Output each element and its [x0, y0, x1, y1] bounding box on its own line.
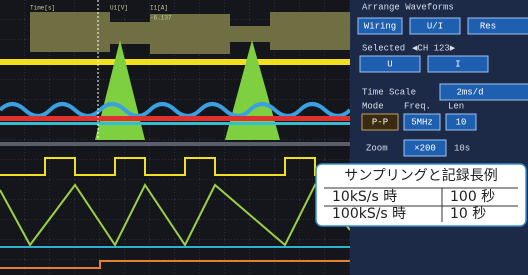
time-scale-button[interactable]	[440, 84, 528, 100]
table-cell: 10 秒	[450, 206, 486, 222]
table-cell: 100 秒	[450, 189, 495, 205]
panel-title: Arrange Waveforms	[362, 2, 454, 12]
red-trace	[0, 116, 350, 121]
selected-label: Selected	[362, 43, 405, 53]
button-label: 5MHz	[411, 117, 433, 127]
button-label: 2ms/d	[456, 87, 483, 97]
table-title: サンプリングと記録長例	[344, 167, 498, 184]
table-cell: 100kS/s 時	[332, 206, 406, 222]
button-label: I	[455, 59, 460, 69]
button-label: U/I	[427, 21, 443, 31]
button-label: U	[387, 59, 392, 69]
button-label: P-P	[372, 117, 388, 127]
button-label: Wiring	[364, 21, 396, 31]
button-label: ×200	[414, 143, 436, 153]
zoom-label: Zoom	[366, 143, 388, 153]
button-label: Res	[480, 21, 496, 31]
readout-header: U1[V]	[110, 5, 128, 12]
button-label: 10	[456, 117, 467, 127]
len-label: Len	[448, 101, 464, 111]
readout-header: Time[s]	[30, 5, 55, 12]
selected-channel[interactable]: ◀CH 123▶	[412, 43, 456, 53]
mode-label: Mode	[362, 101, 384, 111]
divider	[0, 142, 350, 146]
freq-label: Freq.	[404, 101, 431, 111]
res-button[interactable]	[468, 18, 528, 34]
time-scale-label: Time Scale	[362, 87, 416, 97]
table-cell: 10kS/s 時	[332, 189, 397, 205]
zoom-extra: 10s	[454, 143, 470, 153]
cyan-trace	[0, 122, 350, 125]
readout-value: -6.137	[150, 15, 172, 22]
voltage-waveform	[30, 12, 350, 54]
screen: Time[s] U1[V] I1[A] -6.137 Arrange Wavef…	[0, 0, 528, 275]
side-panel	[350, 0, 528, 275]
lower-grid	[0, 146, 350, 275]
readout-header: I1[A]	[150, 5, 168, 12]
yellow-trace	[0, 59, 350, 65]
